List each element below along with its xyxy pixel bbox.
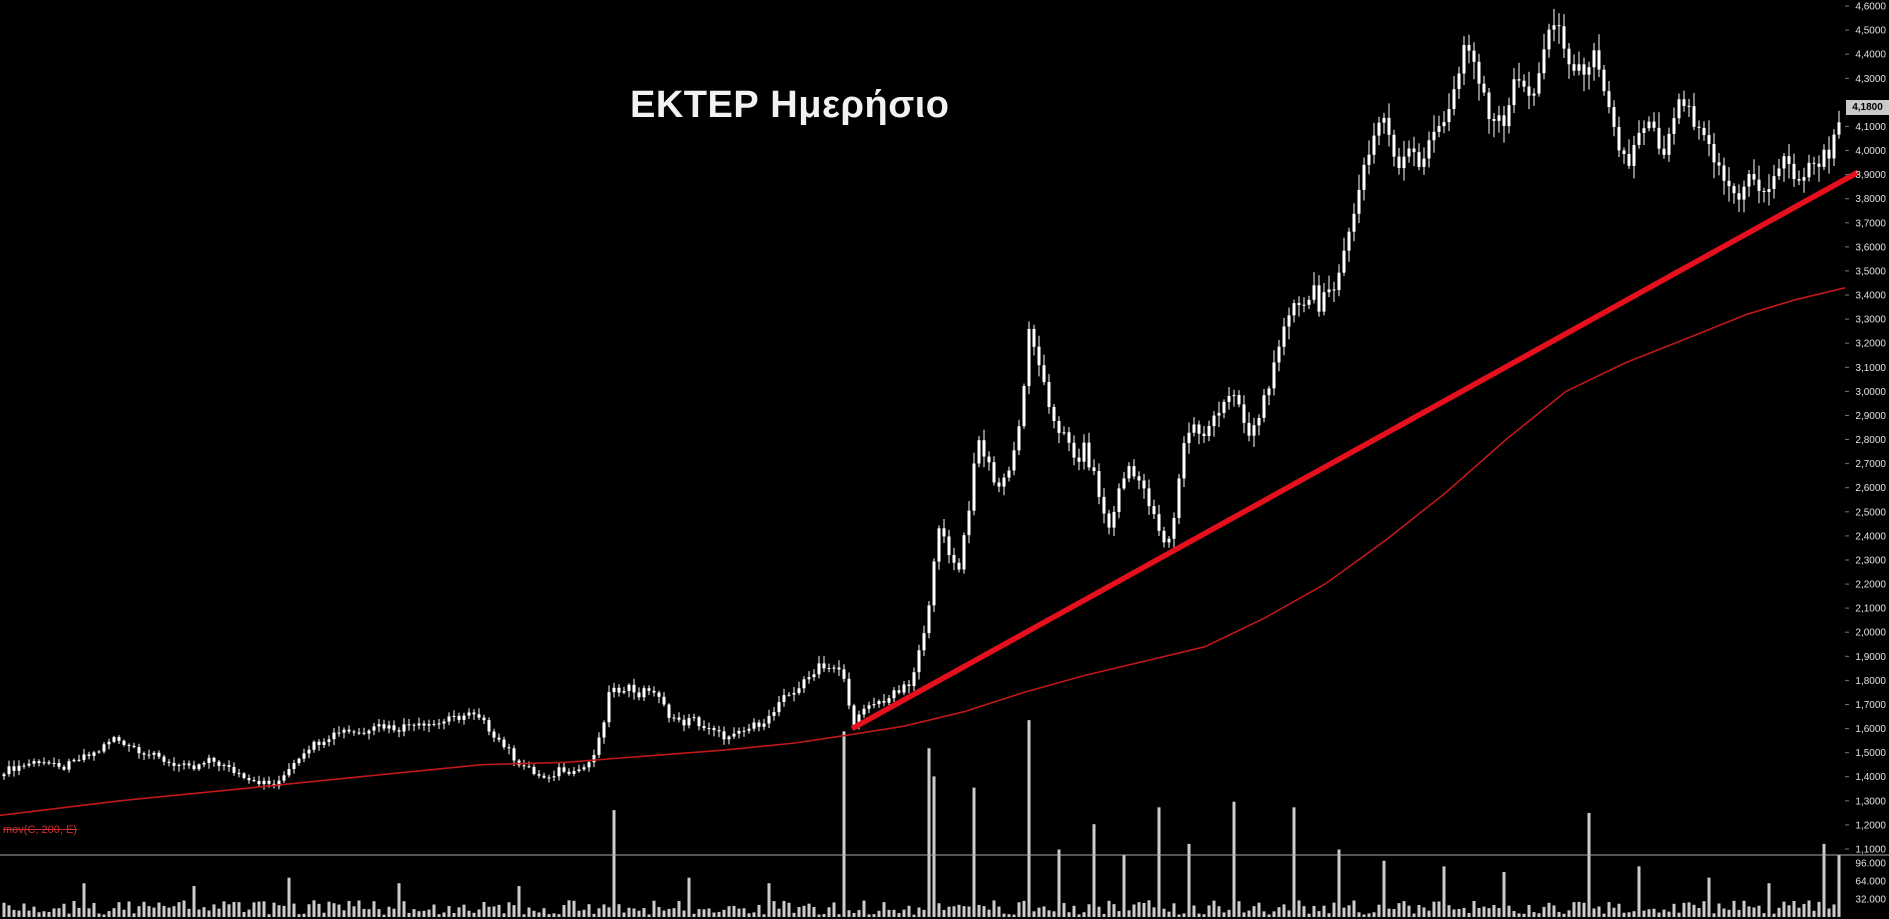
price-axis-label: 2,3000 <box>1855 556 1886 567</box>
price-axis: 4,6000 4,5000 4,4000 4,3000 4,1000 4,0000 3,90… <box>1845 2 1886 856</box>
price-axis-label: 2,9000 <box>1855 411 1886 422</box>
price-axis-label: 3,9000 <box>1855 170 1886 181</box>
chart-title: ΕΚΤΕΡ Ημερήσιο <box>630 84 950 126</box>
price-axis-label: 2,5000 <box>1855 507 1886 518</box>
price-axis-label: 1,5000 <box>1855 748 1886 759</box>
price-axis-label: 1,1000 <box>1855 845 1886 856</box>
volume-axis-label: 64.000 <box>1855 877 1886 888</box>
price-axis-label: 1,3000 <box>1855 796 1886 807</box>
trendline <box>850 169 1860 732</box>
price-axis-label: 4,3000 <box>1855 74 1886 85</box>
price-axis-label: 1,9000 <box>1855 652 1886 663</box>
price-axis-label: 3,6000 <box>1855 242 1886 253</box>
volume-axis-label: 32.000 <box>1855 895 1886 906</box>
price-axis-label: 1,8000 <box>1855 676 1886 687</box>
price-axis-label: 1,4000 <box>1855 772 1886 783</box>
volume-axis: 96.000 64.000 32.000 <box>1855 859 1886 906</box>
price-axis-label: 2,1000 <box>1855 604 1886 615</box>
candles-layer <box>2 8 1841 790</box>
price-axis-label: 3,3000 <box>1855 315 1886 326</box>
price-axis-label: 2,4000 <box>1855 531 1886 542</box>
price-axis-label: 1,7000 <box>1855 700 1886 711</box>
current-price-tag: 4,1800 <box>1846 100 1889 115</box>
price-axis-label: 3,7000 <box>1855 218 1886 229</box>
price-axis-label: 2,6000 <box>1855 483 1886 494</box>
price-axis-label: 2,0000 <box>1855 628 1886 639</box>
price-axis-label: 3,4000 <box>1855 291 1886 302</box>
price-axis-label: 4,4000 <box>1855 50 1886 61</box>
price-axis-label: 3,0000 <box>1855 387 1886 398</box>
price-axis-label: 3,2000 <box>1855 339 1886 350</box>
price-axis-label: 3,5000 <box>1855 266 1886 277</box>
price-axis-label: 3,1000 <box>1855 363 1886 374</box>
price-axis-label: 4,0000 <box>1855 146 1886 157</box>
price-axis-label: 4,6000 <box>1855 2 1886 13</box>
price-axis-label: 2,2000 <box>1855 580 1886 591</box>
ema-200-line <box>0 287 1846 817</box>
volume-layer <box>2 720 1841 917</box>
price-axis-label: 1,2000 <box>1855 820 1886 831</box>
volume-axis-label: 96.000 <box>1855 859 1886 870</box>
price-axis-label: 2,8000 <box>1855 435 1886 446</box>
price-axis-label: 1,6000 <box>1855 724 1886 735</box>
price-axis-label: 2,7000 <box>1855 459 1886 470</box>
moving-average-indicator-label: mov(C, 200, E) <box>3 824 77 836</box>
price-axis-label: 4,1000 <box>1855 122 1886 133</box>
price-axis-label: 4,5000 <box>1855 26 1886 37</box>
price-axis-label: 3,8000 <box>1855 194 1886 205</box>
